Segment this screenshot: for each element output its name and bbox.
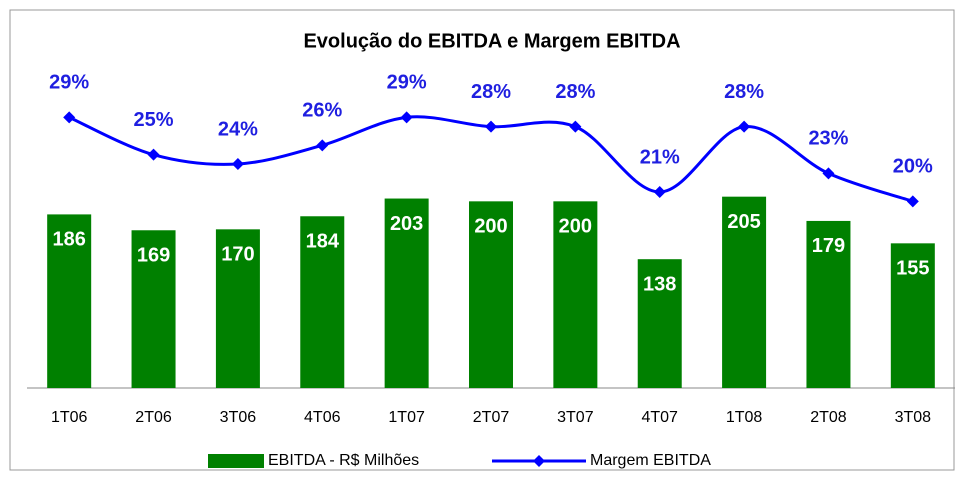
- line-label: 24%: [218, 118, 258, 140]
- bar: [806, 220, 851, 388]
- x-tick-label: 3T06: [220, 409, 257, 426]
- line-label: 28%: [555, 81, 595, 103]
- bar: [722, 196, 767, 388]
- line-label: 29%: [387, 72, 427, 94]
- line-label: 28%: [724, 81, 764, 103]
- line-marker: [738, 120, 751, 133]
- legend-label: EBITDA - R$ Milhões: [268, 452, 419, 469]
- line-marker: [147, 148, 160, 161]
- line: [68, 115, 914, 203]
- bar: [553, 201, 598, 388]
- line-marker: [653, 186, 666, 198]
- line-marker: [400, 111, 413, 124]
- x-tick-label: 3T08: [895, 409, 932, 426]
- bar-label: 200: [474, 216, 507, 238]
- x-tick-label: 2T08: [810, 409, 847, 426]
- line-marker: [906, 195, 919, 208]
- legend-swatch: [208, 454, 264, 468]
- bar-label: 203: [390, 213, 423, 235]
- bar: [215, 229, 260, 388]
- bar-label: 138: [643, 273, 676, 295]
- x-tick-label: 1T08: [726, 409, 763, 426]
- x-tick-label: 4T06: [304, 409, 341, 426]
- line-marker: [316, 139, 329, 152]
- legend-label: Margem EBITDA: [590, 452, 711, 469]
- x-tick-label: 2T06: [135, 409, 172, 426]
- bar: [469, 201, 513, 388]
- bar: [300, 216, 345, 388]
- line-marker: [822, 167, 835, 180]
- x-tick-label: 3T07: [557, 409, 594, 426]
- bar-label: 179: [812, 235, 845, 257]
- bar-label: 184: [306, 231, 340, 253]
- line-marker: [231, 158, 244, 170]
- legend-marker: [533, 455, 545, 467]
- bar: [47, 214, 92, 388]
- bar-label: 169: [137, 245, 170, 267]
- line-label: 21%: [640, 146, 680, 168]
- line-label: 26%: [302, 100, 342, 122]
- bar-label: 155: [896, 258, 929, 280]
- chart-title: Evolução do EBITDA e Margem EBITDA: [303, 30, 680, 52]
- line-marker: [569, 120, 582, 133]
- line-marker: [63, 111, 76, 124]
- line-marker: [485, 120, 497, 133]
- x-tick-label: 2T07: [473, 409, 510, 426]
- bar-label: 205: [727, 211, 760, 233]
- line-label: 29%: [49, 72, 89, 94]
- bar: [637, 259, 682, 388]
- x-tick-label: 1T06: [51, 409, 88, 426]
- bar: [131, 230, 176, 388]
- line-label: 20%: [893, 156, 933, 178]
- line-label: 25%: [134, 109, 174, 131]
- line-label: 23%: [808, 128, 848, 150]
- bar-label: 170: [221, 244, 254, 266]
- bar-label: 186: [52, 229, 85, 251]
- line-label: 28%: [471, 81, 511, 103]
- bar: [890, 243, 935, 388]
- bar-label: 200: [559, 216, 592, 238]
- bar: [384, 198, 429, 388]
- x-tick-label: 1T07: [388, 409, 425, 426]
- x-tick-label: 4T07: [641, 409, 678, 426]
